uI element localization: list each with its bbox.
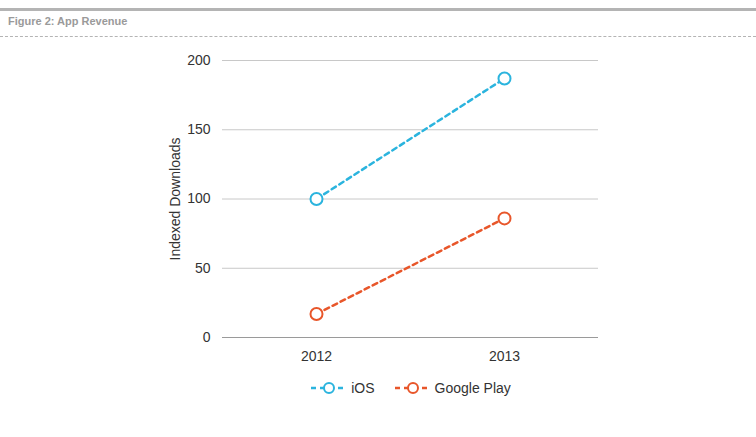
html-text:iOS: iOS: [351, 380, 375, 396]
svg-text:0: 0: [203, 329, 211, 345]
html-text:Google Play: Google Play: [434, 380, 511, 396]
svg-text:Indexed Downloads: Indexed Downloads: [167, 138, 183, 261]
svg-text:2012: 2012: [301, 348, 332, 364]
svg-text:50: 50: [195, 260, 211, 276]
svg-text:200: 200: [187, 52, 211, 68]
svg-text:2013: 2013: [489, 348, 520, 364]
svg-text:150: 150: [187, 121, 211, 137]
html-text:Figure 2: App Revenue: Figure 2: App Revenue: [8, 15, 128, 27]
svg-text:100: 100: [187, 190, 211, 206]
